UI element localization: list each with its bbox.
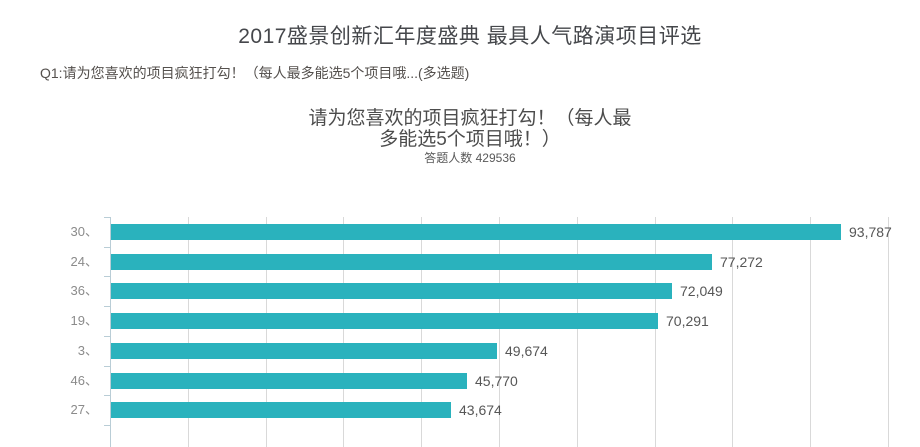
gridline [499,217,500,447]
y-axis-line [110,217,111,447]
bar [111,343,497,359]
gridline [343,217,344,447]
value-label: 77,272 [720,254,763,270]
category-label: 19、 [70,313,98,328]
chart-subtitle: 答题人数 429536 [424,151,516,165]
bar-row: 3、 49,674 [0,336,920,366]
page-title: 2017盛景创新汇年度盛典 最具人气路演项目评选 [238,25,702,48]
value-label: 70,291 [666,313,709,329]
bar [111,402,451,418]
category-label: 30、 [70,224,98,239]
category-label: 27、 [70,402,98,417]
bar-row: 46、 45,770 [0,366,920,396]
chart-title: 请为您喜欢的项目疯狂打勾！（每人最多能选5个项目哦！） [308,108,632,150]
axis-tick [104,395,110,396]
gridline [266,217,267,447]
bar [111,373,467,389]
axis-tick [104,366,110,367]
value-label: 93,787 [849,224,892,240]
bar [111,313,658,329]
bar [111,254,712,270]
gridline [577,217,578,447]
category-label: 46、 [70,373,98,388]
bar-chart: 30、 93,787 24、 77,272 36、 72,049 19、 70,… [0,217,920,447]
axis-tick [104,247,110,248]
category-label: 3、 [77,343,98,358]
axis-tick [104,336,110,337]
gridline [655,217,656,447]
bar-row: 24、 77,272 [0,247,920,277]
value-label: 43,674 [459,402,502,418]
axis-tick [104,306,110,307]
gridline [421,217,422,447]
axis-tick [104,276,110,277]
bar-row: 19、 70,291 [0,306,920,336]
gridline [810,217,811,447]
plot-area [110,217,900,447]
bar-row: 27、 43,674 [0,395,920,425]
bar [111,283,672,299]
axis-tick [104,425,110,426]
question-text: Q1:请为您喜欢的项目疯狂打勾！（每人最多能选5个项目哦...(多选题) [40,65,470,81]
axis-tick [104,217,110,218]
value-label: 72,049 [680,283,723,299]
bar [111,224,841,240]
bar-row: 30、 93,787 [0,217,920,247]
value-label: 49,674 [505,343,548,359]
category-label: 24、 [70,254,98,269]
bar-row: 36、 72,049 [0,276,920,306]
category-label: 36、 [70,283,98,298]
value-label: 45,770 [475,373,518,389]
gridline [732,217,733,447]
gridline [188,217,189,447]
gridline [888,217,889,447]
